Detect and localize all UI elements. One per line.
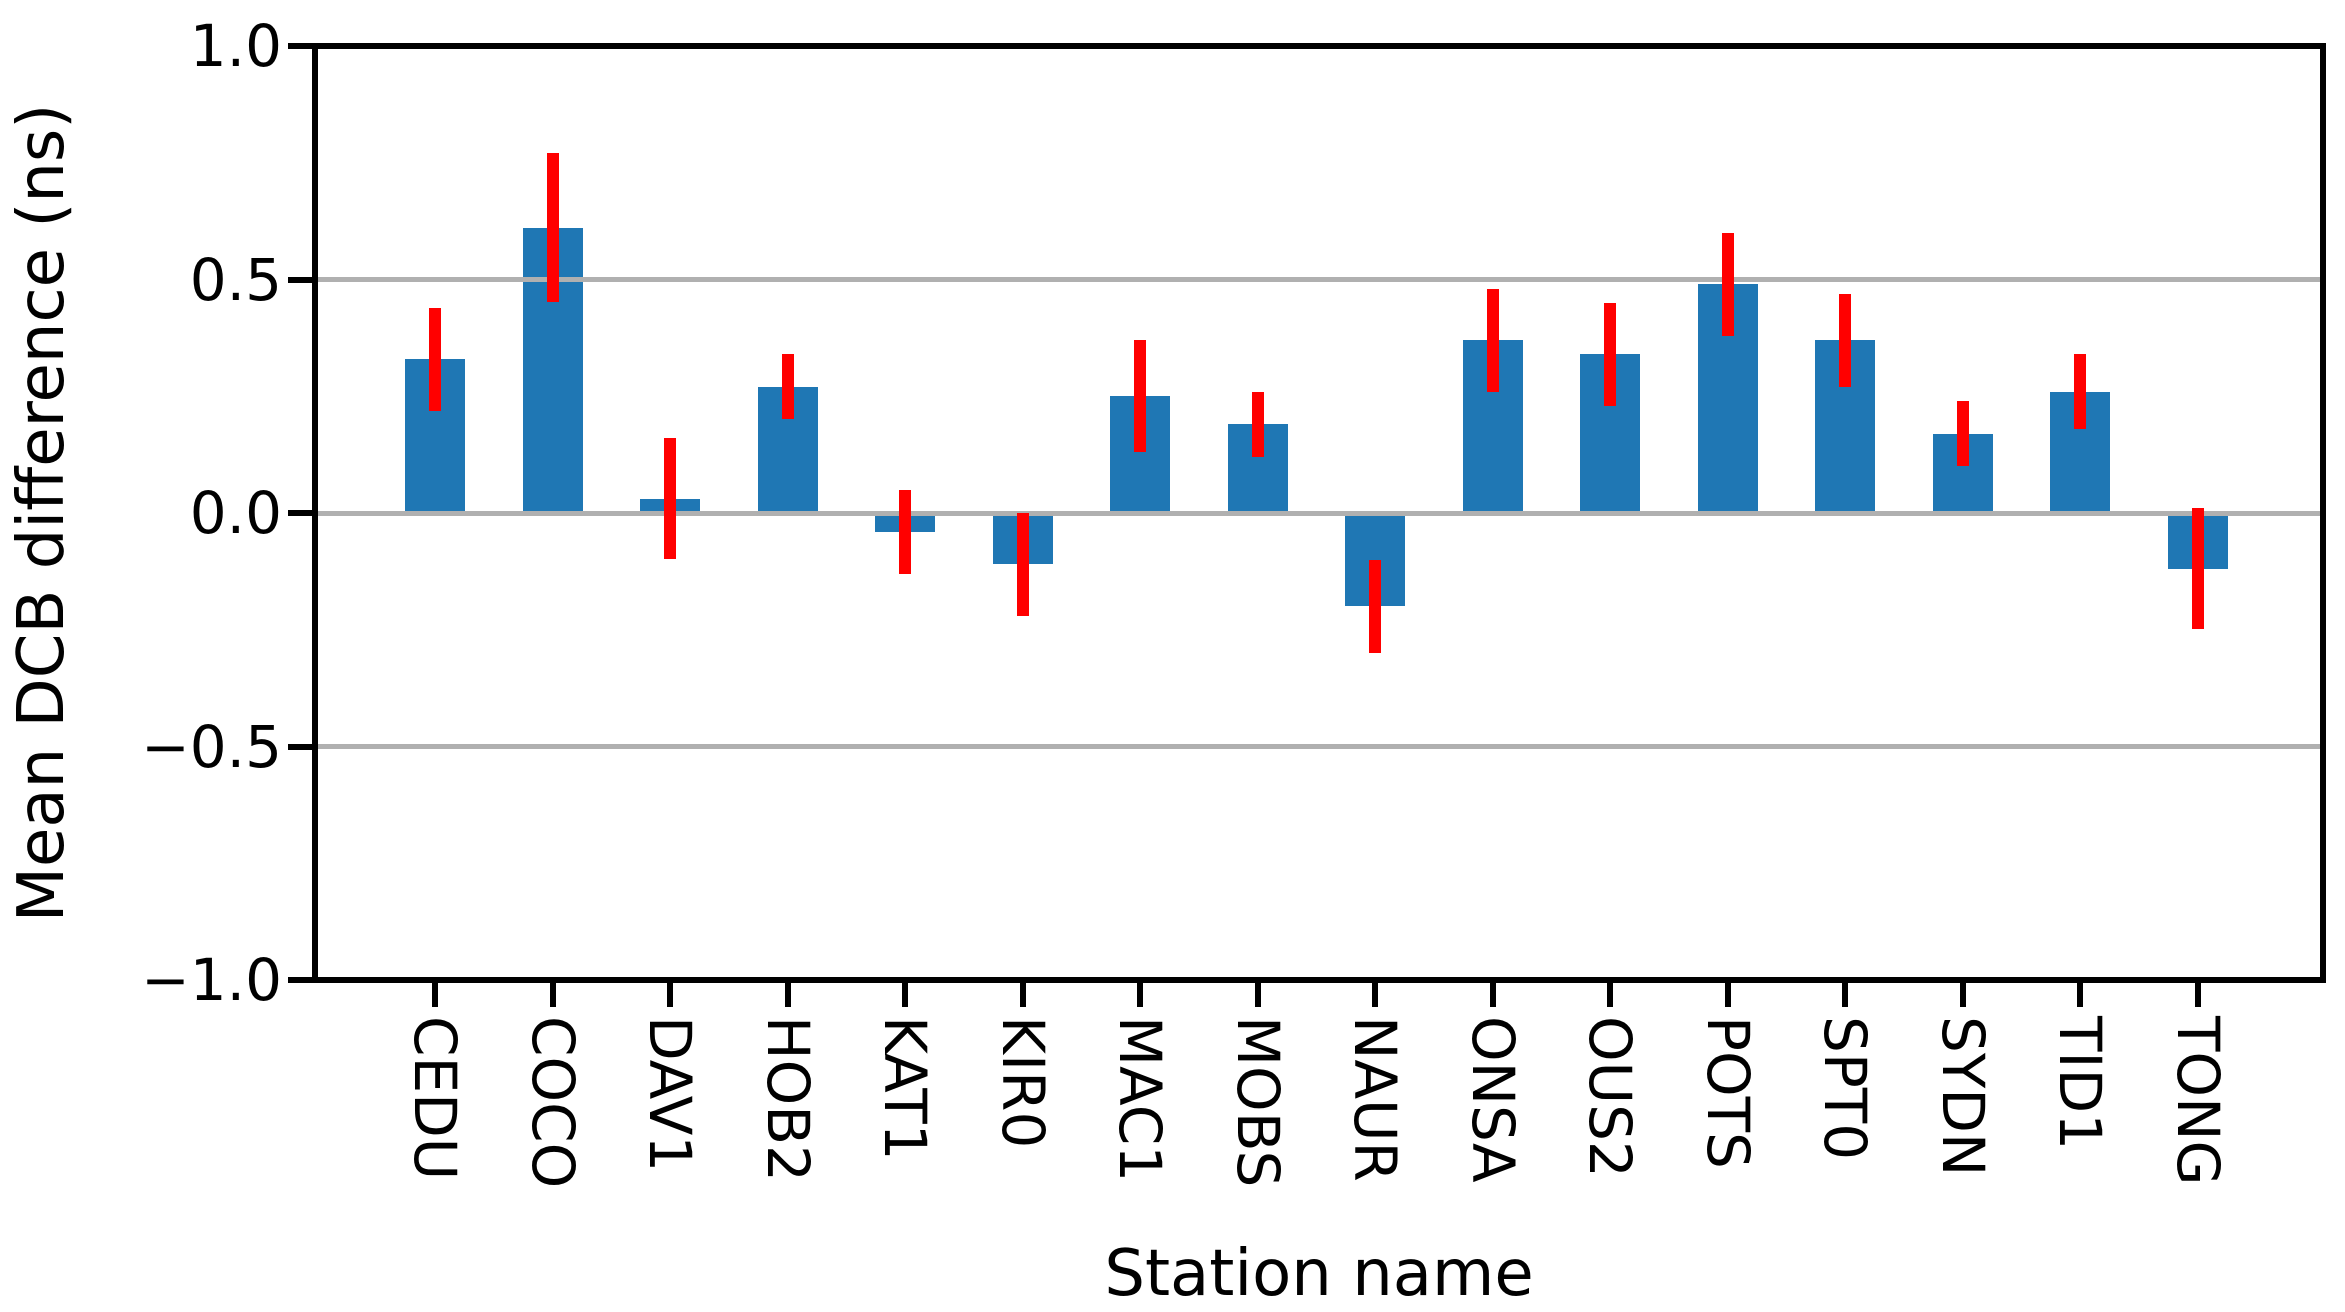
- x-tick-label-HOB2: HOB2: [754, 1016, 822, 1182]
- x-tick-label-MAC1: MAC1: [1106, 1016, 1174, 1183]
- x-tick-label-CEDU: CEDU: [401, 1016, 469, 1181]
- x-tick: [550, 983, 556, 1007]
- error-bar-POTS: [1722, 233, 1734, 336]
- x-tick-label-SYDN: SYDN: [1929, 1016, 1997, 1177]
- error-bar-SYDN: [1957, 401, 1969, 466]
- x-axis-title: Station name: [1104, 1237, 1534, 1311]
- x-tick: [2077, 983, 2083, 1007]
- gridline: [318, 744, 2320, 749]
- x-tick-label-TID1: TID1: [2046, 1016, 2114, 1151]
- error-bar-ONSA: [1487, 289, 1499, 392]
- y-tick-label: 0.5: [189, 246, 282, 314]
- y-tick: [288, 977, 312, 983]
- error-bar-NAUR: [1369, 560, 1381, 653]
- error-bar-MAC1: [1134, 340, 1146, 452]
- x-tick: [1725, 983, 1731, 1007]
- x-tick-label-KAT1: KAT1: [871, 1016, 939, 1161]
- x-tick: [1607, 983, 1613, 1007]
- x-tick: [1020, 983, 1026, 1007]
- error-bar-TONG: [2192, 508, 2204, 629]
- x-tick-label-POTS: POTS: [1694, 1016, 1762, 1169]
- y-tick: [288, 43, 312, 49]
- error-bar-COCO: [547, 153, 559, 302]
- y-tick: [288, 277, 312, 283]
- y-tick-label: −1.0: [141, 946, 282, 1014]
- x-tick-label-DAV1: DAV1: [636, 1016, 704, 1173]
- x-tick: [667, 983, 673, 1007]
- y-tick-label: 1.0: [189, 12, 282, 80]
- error-bar-SPT0: [1839, 294, 1851, 387]
- x-tick: [1372, 983, 1378, 1007]
- x-tick-label-MOBS: MOBS: [1224, 1016, 1292, 1188]
- x-tick-label-COCO: COCO: [519, 1016, 587, 1189]
- error-bar-KIR0: [1017, 513, 1029, 616]
- x-tick-label-NAUR: NAUR: [1341, 1016, 1409, 1182]
- error-bar-HOB2: [782, 354, 794, 419]
- error-bar-MOBS: [1252, 392, 1264, 457]
- x-tick-label-ONSA: ONSA: [1459, 1016, 1527, 1183]
- error-bar-DAV1: [664, 438, 676, 559]
- x-tick: [2195, 983, 2201, 1007]
- error-bar-TID1: [2074, 354, 2086, 429]
- x-tick: [432, 983, 438, 1007]
- x-tick: [1842, 983, 1848, 1007]
- x-tick: [1137, 983, 1143, 1007]
- x-tick: [902, 983, 908, 1007]
- x-tick-label-TONG: TONG: [2164, 1016, 2232, 1186]
- y-tick: [288, 510, 312, 516]
- y-axis-title: Mean DCB difference (ns): [5, 103, 79, 923]
- x-tick: [1490, 983, 1496, 1007]
- error-bar-KAT1: [899, 490, 911, 574]
- x-tick-label-KIR0: KIR0: [989, 1016, 1057, 1149]
- error-bar-OUS2: [1604, 303, 1616, 406]
- gridline: [318, 277, 2320, 282]
- y-tick: [288, 744, 312, 750]
- x-tick-label-SPT0: SPT0: [1811, 1016, 1879, 1161]
- error-bar-CEDU: [429, 308, 441, 411]
- x-tick: [1255, 983, 1261, 1007]
- gridline: [318, 511, 2320, 516]
- y-tick-label: −0.5: [141, 713, 282, 781]
- x-tick-label-OUS2: OUS2: [1576, 1016, 1644, 1178]
- x-tick: [1960, 983, 1966, 1007]
- x-tick: [785, 983, 791, 1007]
- y-tick-label: 0.0: [189, 479, 282, 547]
